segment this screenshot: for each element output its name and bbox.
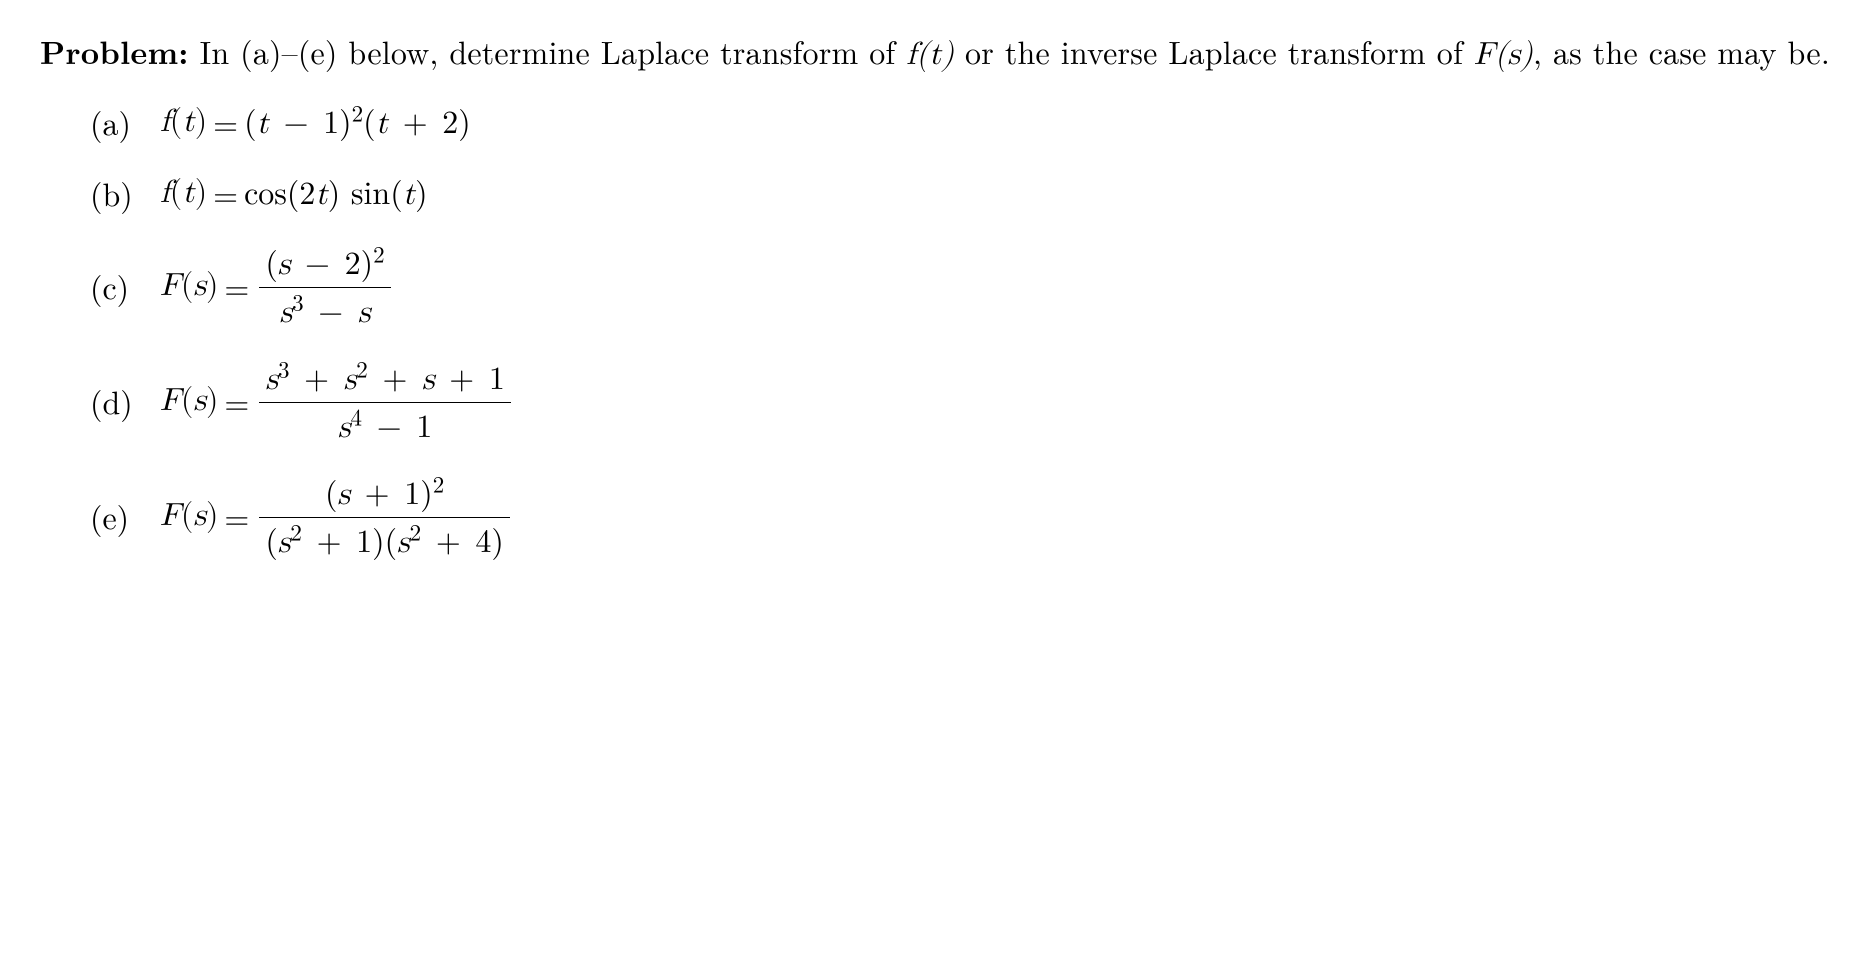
item-d: (d) F(s) = s3 + s2 + s + 1 s4 − 1 — [90, 357, 1834, 448]
item-d-lhs: F(s) — [160, 380, 218, 423]
item-d-equation: F(s) = s3 + s2 + s + 1 s4 − 1 — [160, 357, 515, 448]
item-d-fraction: s3 + s2 + s + 1 s4 − 1 — [259, 357, 511, 448]
equals: = — [209, 101, 242, 144]
item-d-label: (d) — [90, 380, 160, 423]
problem-intro: Problem: In (a)–(e) below, determine Lap… — [40, 30, 1834, 77]
item-a-label: (a) — [90, 101, 160, 144]
item-c-equation: F(s) = (s − 2)2 s3 − s — [160, 242, 395, 333]
item-c: (c) F(s) = (s − 2)2 s3 − s — [90, 242, 1834, 333]
item-a-equation: f(t) = (t − 1)2(t + 2) — [160, 99, 471, 146]
item-b-equation: f(t) = cos(2t) sin(t) — [160, 170, 428, 217]
item-c-fraction: (s − 2)2 s3 − s — [259, 242, 390, 333]
item-c-num: (s − 2)2 — [259, 242, 390, 288]
item-e-fraction: (s + 1)2 (s2 + 1)(s2 + 4) — [259, 472, 510, 563]
item-e: (e) F(s) = (s + 1)2 (s2 + 1)(s2 + 4) — [90, 472, 1834, 563]
item-c-label: (c) — [90, 265, 160, 308]
item-c-den: s3 − s — [259, 288, 390, 333]
item-list: (a) f(t) = (t − 1)2(t + 2) (b) f(t) = co… — [40, 99, 1834, 562]
item-e-num: (s + 1)2 — [259, 472, 510, 518]
item-e-label: (e) — [90, 495, 160, 538]
item-b-rhs: cos(2t) sin(t) — [244, 170, 428, 217]
item-b: (b) f(t) = cos(2t) sin(t) — [90, 170, 1834, 217]
item-a: (a) f(t) = (t − 1)2(t + 2) — [90, 99, 1834, 146]
intro-text-2: or the inverse Laplace transform of — [954, 29, 1474, 74]
intro-text-3: , as the case may be. — [1533, 29, 1830, 74]
intro-F-of-s: F(s) — [1474, 39, 1533, 71]
item-e-lhs: F(s) — [160, 495, 218, 538]
item-d-den: s4 − 1 — [259, 403, 511, 448]
problem-label: Problem: — [40, 29, 189, 74]
item-b-lhs: f(t) — [160, 172, 207, 215]
intro-f-of-t: f(t) — [906, 39, 954, 71]
item-e-equation: F(s) = (s + 1)2 (s2 + 1)(s2 + 4) — [160, 472, 514, 563]
item-d-num: s3 + s2 + s + 1 — [259, 357, 511, 403]
item-c-lhs: F(s) — [160, 265, 218, 308]
equals: = — [220, 265, 253, 308]
intro-text-1: In (a)–(e) below, determine Laplace tran… — [189, 29, 907, 74]
equals: = — [220, 380, 253, 423]
item-e-den: (s2 + 1)(s2 + 4) — [259, 518, 510, 563]
item-a-lhs: f(t) — [160, 101, 207, 144]
item-b-label: (b) — [90, 172, 160, 215]
item-a-rhs: (t − 1)2(t + 2) — [244, 99, 471, 146]
equals: = — [209, 172, 242, 215]
equals: = — [220, 495, 253, 538]
